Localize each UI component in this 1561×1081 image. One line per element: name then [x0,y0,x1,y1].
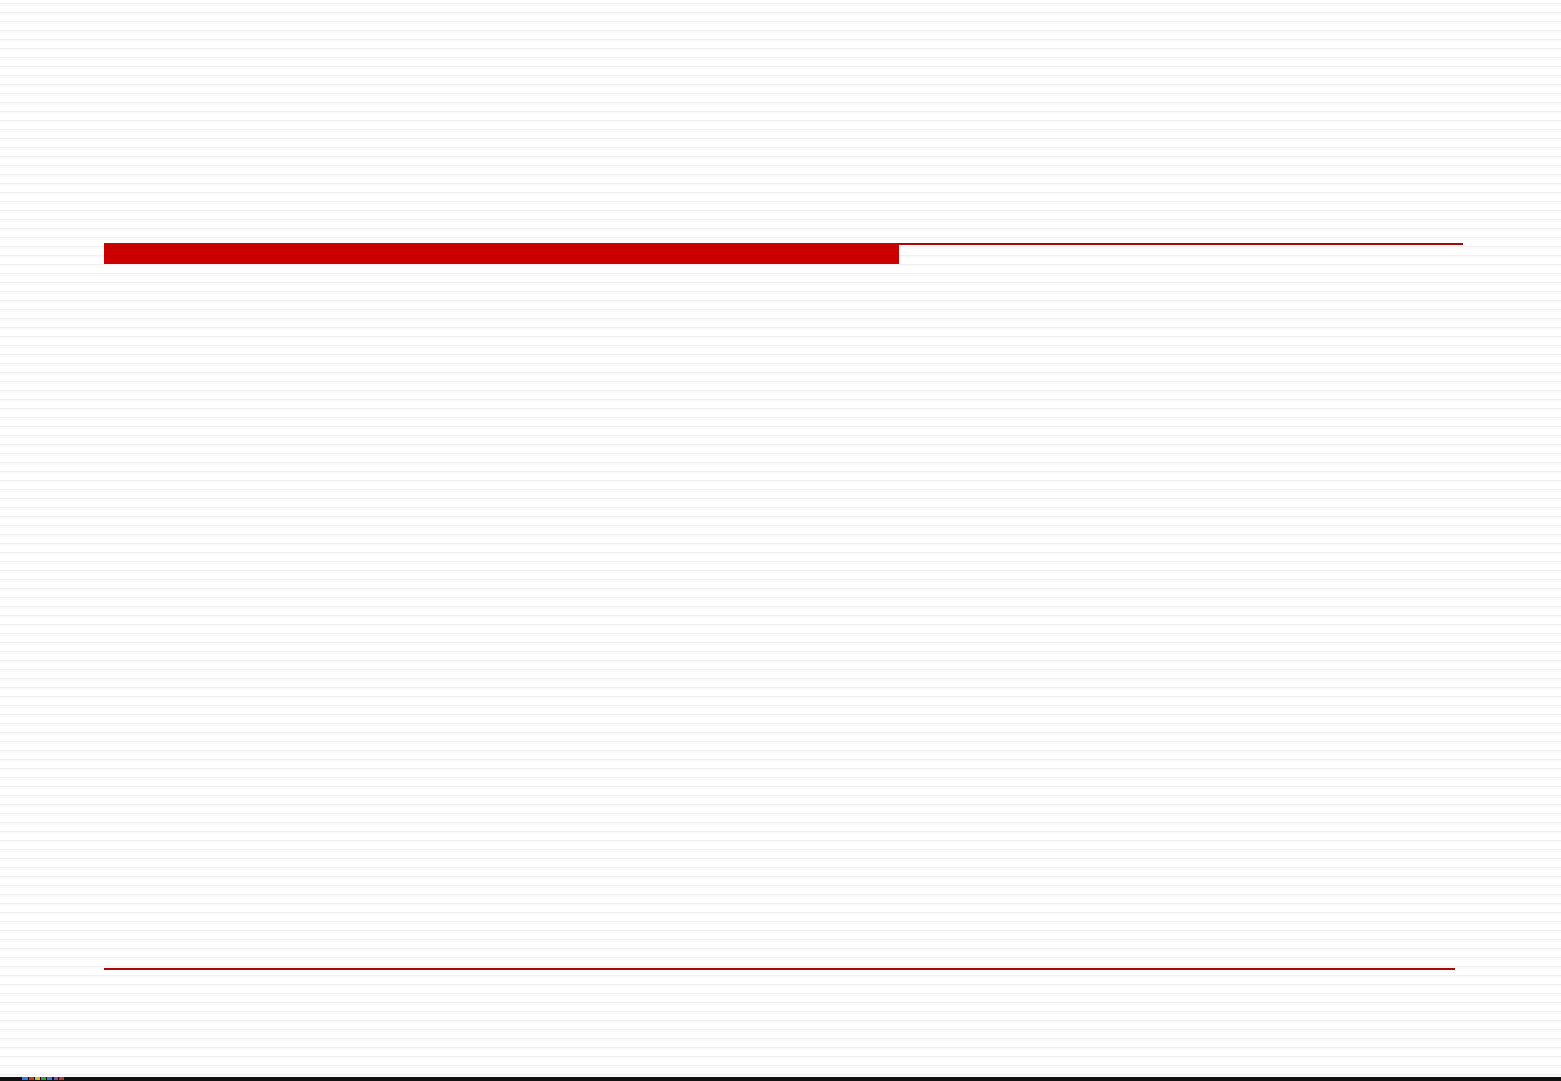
chrome-icon-sliver-2[interactable] [29,1077,34,1080]
chrome-icon-sliver-5[interactable] [47,1077,52,1080]
chrome-icon-sliver-7[interactable] [59,1077,64,1080]
bottom-chrome-strip[interactable] [0,1077,1561,1081]
chrome-icon-sliver-4[interactable] [41,1077,46,1080]
slide-title-placeholder[interactable] [104,150,1463,240]
slide-body-placeholder[interactable] [104,280,1463,960]
title-underline-rule [899,243,1463,245]
title-accent-bar [104,243,899,264]
title-rule-group [104,243,1463,264]
chrome-icon-sliver-3[interactable] [35,1077,40,1080]
footer-divider-rule [104,968,1455,970]
slide-footer-placeholder[interactable] [104,975,1455,1035]
chrome-icon-sliver-6[interactable] [54,1077,58,1080]
chrome-icon-sliver-1[interactable] [22,1077,28,1080]
